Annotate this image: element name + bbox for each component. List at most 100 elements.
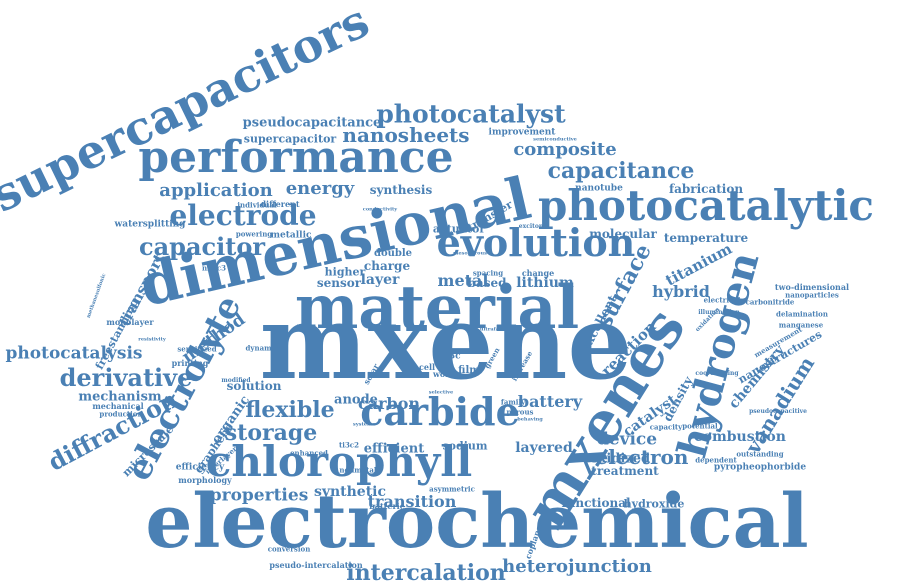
word-flexible: flexible	[245, 397, 335, 423]
word-supercapacitor: supercapacitor	[243, 132, 337, 146]
word-batterie: batterie	[369, 501, 405, 511]
word-anode: anode	[334, 392, 378, 408]
word-film: film	[458, 365, 480, 376]
word-change: change	[521, 268, 555, 278]
word-oxidized: oxidized	[589, 451, 651, 467]
word-methanesulfonic: methanesulfonic	[85, 272, 108, 319]
word-electrochemical: electrochemical	[145, 479, 809, 565]
word-nb4c3: nb4c3	[202, 263, 226, 273]
word-actuator: actuator	[432, 222, 486, 236]
word-metallic: metallic	[270, 230, 312, 241]
word-work: work	[433, 369, 455, 379]
word-energy: energy	[285, 178, 355, 199]
word-efficient: efficient	[363, 441, 425, 457]
word-conductivity: conductivity	[362, 206, 398, 213]
word-mxene: mxene	[259, 283, 633, 403]
word-capacitance: capacitance	[547, 158, 695, 184]
word-pseudo-intercalation: pseudo-intercalation	[269, 560, 363, 570]
word-mechanism: mechanism	[78, 389, 162, 405]
word-combustion: combustion	[694, 429, 786, 445]
word-photocatalyst: photocatalyst	[376, 99, 566, 129]
word-conversion: conversion	[267, 544, 311, 554]
word-storage: storage	[224, 420, 318, 446]
word-molecular: molecular	[589, 227, 657, 241]
word-solution: solution	[226, 379, 282, 393]
word-semiconductive: semiconductive	[533, 136, 577, 143]
word-electron: electron	[595, 445, 689, 469]
word-watersplitting: watersplitting	[114, 219, 186, 230]
word-battery: battery	[517, 392, 583, 411]
word-mesoporous: mesoporous	[453, 250, 487, 257]
word-outstanding: outstanding	[736, 449, 784, 459]
word-two-dimensional: two-dimensional	[774, 282, 850, 292]
word-ti3c: ti3c	[441, 351, 461, 362]
word-powering: powering	[235, 229, 273, 239]
word-ti3c2: ti3c2	[339, 440, 359, 450]
word-coordinating: coordinating	[695, 370, 739, 377]
word-metal: metal	[437, 271, 489, 290]
word-resistivity: resistivity	[138, 336, 166, 343]
word-evolution: evolution	[436, 220, 636, 265]
word-spacing: spacing	[472, 268, 504, 278]
word-hybrid: hybrid	[652, 282, 710, 301]
word-sodium: sodium	[442, 439, 488, 453]
word-dependent: dependent	[695, 455, 737, 465]
word-individual: individual	[237, 200, 277, 210]
word-mechanical: mechanical	[92, 401, 144, 411]
word-different: different	[260, 199, 300, 209]
word-higher: higher	[324, 265, 366, 279]
word-pseudocapacitance: pseudocapacitance	[242, 115, 382, 131]
word-double: double	[373, 248, 413, 259]
word-transition: transition	[367, 492, 457, 511]
word-systems: systems	[352, 421, 376, 428]
word-device: device	[596, 429, 658, 450]
word-production: production	[99, 409, 143, 419]
word-excitonic: excitonic	[518, 223, 550, 230]
word-functional: functional	[561, 496, 631, 510]
word-potential: potential	[682, 421, 718, 431]
word-based: based	[467, 276, 507, 290]
word-carbide: carbide	[360, 389, 520, 434]
word-ultrafast: ultrafast	[479, 326, 505, 333]
word-nanotube: nanotube	[575, 183, 623, 194]
word-capacity: capacity	[649, 422, 683, 432]
word-hydroxide: hydroxide	[623, 497, 685, 511]
word-lithium: lithium	[516, 275, 574, 291]
word-heterojunction: heterojunction	[502, 556, 652, 577]
word-intercalation: intercalation	[346, 560, 506, 584]
word-illumination: illumination	[698, 309, 740, 316]
word-dynamic: dynamic	[245, 343, 279, 353]
word-monolayer: monolayer	[106, 317, 154, 327]
word-modified: modified	[221, 377, 251, 384]
word-capacitor: capacitor	[139, 232, 265, 261]
word-treatment: treatment	[591, 464, 659, 478]
word-properties: properties	[209, 485, 309, 506]
word-layered: layered	[515, 440, 573, 456]
word-sensitized: sensitized	[177, 344, 217, 354]
word-efficiency: efficiency	[175, 462, 225, 473]
word-nanosheets: nanosheets	[342, 123, 470, 147]
word-enhanced: enhanced	[290, 448, 328, 458]
word-family: family	[500, 397, 526, 407]
word-synthetic: synthetic	[313, 484, 387, 500]
word-application: application	[159, 180, 273, 201]
word-sensor: sensor	[316, 276, 362, 290]
word-carbon: carbon	[357, 394, 421, 413]
word-charge: charge	[363, 259, 411, 273]
word-selective: selective	[428, 389, 454, 396]
word-fabrication: fabrication	[668, 182, 744, 196]
word-electrode: electrode	[169, 199, 317, 232]
word-electrical: electrical	[703, 295, 741, 305]
word-derivative: derivative	[59, 363, 193, 392]
word-composite: composite	[513, 139, 617, 160]
word-morphology: morphology	[178, 475, 232, 485]
word-delamination: delamination	[776, 309, 828, 319]
word-photocatalysis: photocatalysis	[5, 343, 143, 364]
word-layer: layer	[360, 272, 400, 288]
word-pseudocapacitive: pseudocapacitive	[749, 408, 807, 415]
word-nanoparticles: nanoparticles	[785, 290, 839, 300]
word-improvement: improvement	[488, 127, 556, 138]
word-temperature: temperature	[663, 231, 749, 245]
word-carbonitride: carbonitride	[745, 297, 795, 307]
